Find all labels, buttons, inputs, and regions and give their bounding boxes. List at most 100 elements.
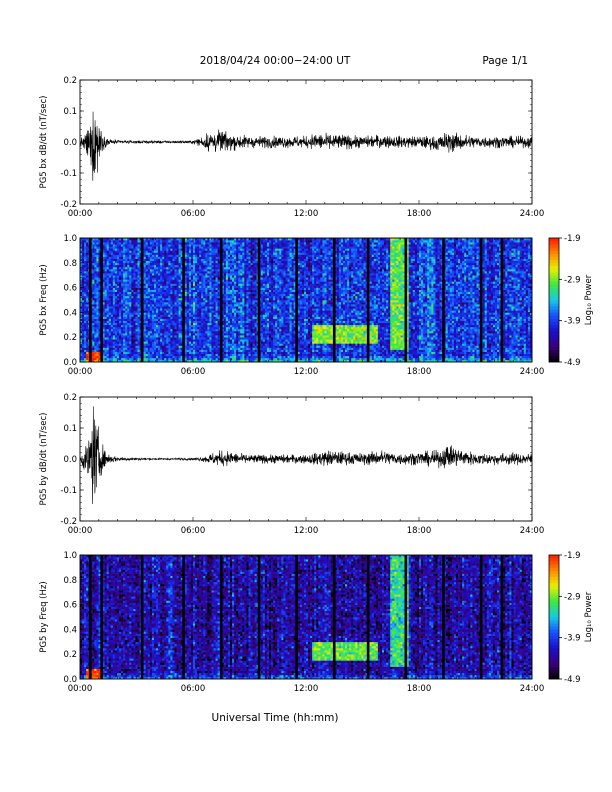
heatmap-cell — [129, 339, 131, 341]
heatmap-cell — [152, 350, 154, 352]
heatmap-cell — [135, 337, 137, 339]
heatmap-cell — [226, 248, 228, 250]
heatmap-cell — [150, 267, 152, 269]
heatmap-cell — [232, 321, 234, 323]
heatmap-cell — [84, 290, 86, 292]
heatmap-cell — [170, 244, 172, 246]
heatmap-cell — [193, 265, 195, 267]
heatmap-cell — [199, 331, 201, 333]
heatmap-cell — [92, 242, 94, 244]
heatmap-cell — [195, 265, 197, 267]
heatmap-cell — [199, 267, 201, 269]
heatmap-cell — [92, 283, 94, 285]
heatmap-cell — [168, 240, 170, 242]
heatmap-cell — [115, 304, 117, 306]
heatmap-cell — [96, 317, 98, 319]
heatmap-cell — [193, 308, 195, 310]
heatmap-cell — [94, 308, 96, 310]
heatmap-cell — [164, 331, 166, 333]
heatmap-cell — [127, 304, 129, 306]
heatmap-cell — [236, 317, 238, 319]
heatmap-cell — [152, 348, 154, 350]
heatmap-cell — [240, 296, 242, 298]
heatmap-cell — [211, 242, 213, 244]
heatmap-cell — [105, 269, 107, 271]
heatmap-cell — [232, 348, 234, 350]
heatmap-cell — [107, 246, 109, 248]
heatmap-cell — [162, 331, 164, 333]
heatmap-cell — [209, 356, 211, 358]
heatmap-cell — [242, 255, 244, 257]
heatmap-cell — [111, 255, 113, 257]
heatmap-cell — [117, 343, 119, 345]
heatmap-cell — [92, 352, 94, 354]
heatmap-cell — [191, 248, 193, 250]
heatmap-cell — [94, 323, 96, 325]
heatmap-cell — [111, 352, 113, 354]
heatmap-cell — [218, 358, 220, 360]
heatmap-cell — [185, 259, 187, 261]
heatmap-cell — [129, 292, 131, 294]
heatmap-cell — [138, 308, 140, 310]
heatmap-cell — [170, 300, 172, 302]
heatmap-cell — [105, 248, 107, 250]
heatmap-cell — [185, 308, 187, 310]
heatmap-cell — [133, 246, 135, 248]
heatmap-cell — [109, 341, 111, 343]
heatmap-cell — [166, 242, 168, 244]
heatmap-cell — [244, 267, 246, 269]
heatmap-cell — [166, 319, 168, 321]
heatmap-cell — [238, 339, 240, 341]
heatmap-cell — [84, 352, 86, 354]
heatmap-cell — [150, 250, 152, 252]
heatmap-cell — [109, 265, 111, 267]
heatmap-cell — [144, 339, 146, 341]
heatmap-cell — [238, 354, 240, 356]
heatmap-cell — [109, 321, 111, 323]
heatmap-cell — [228, 335, 230, 337]
heatmap-cell — [84, 259, 86, 261]
heatmap-cell — [162, 339, 164, 341]
heatmap-cell — [152, 308, 154, 310]
heatmap-cell — [166, 323, 168, 325]
heatmap-cell — [207, 294, 209, 296]
heatmap-cell — [86, 350, 88, 352]
heatmap-cell — [193, 354, 195, 356]
heatmap-cell — [84, 331, 86, 333]
heatmap-cell — [189, 242, 191, 244]
heatmap-cell — [129, 314, 131, 316]
heatmap-cell — [211, 275, 213, 277]
heatmap-cell — [234, 252, 236, 254]
heatmap-cell — [211, 244, 213, 246]
heatmap-cell — [96, 329, 98, 331]
heatmap-cell — [179, 286, 181, 288]
heatmap-cell — [115, 308, 117, 310]
heatmap-cell — [121, 292, 123, 294]
heatmap-cell — [244, 321, 246, 323]
heatmap-cell — [166, 255, 168, 257]
heatmap-cell — [152, 267, 154, 269]
heatmap-cell — [191, 323, 193, 325]
heatmap-cell — [86, 283, 88, 285]
heatmap-cell — [234, 300, 236, 302]
heatmap-cell — [129, 331, 131, 333]
heatmap-cell — [150, 329, 152, 331]
heatmap-cell — [96, 352, 98, 354]
heatmap-cell — [226, 277, 228, 279]
heatmap-cell — [107, 327, 109, 329]
heatmap-cell — [197, 273, 199, 275]
heatmap-cell — [158, 255, 160, 257]
heatmap-cell — [179, 325, 181, 327]
heatmap-cell — [226, 327, 228, 329]
heatmap-cell — [193, 288, 195, 290]
heatmap-cell — [187, 283, 189, 285]
heatmap-cell — [156, 286, 158, 288]
heatmap-cell — [117, 325, 119, 327]
heatmap-cell — [150, 275, 152, 277]
heatmap-cell — [177, 354, 179, 356]
heatmap-cell — [189, 304, 191, 306]
heatmap-cell — [218, 312, 220, 314]
heatmap-cell — [226, 331, 228, 333]
heatmap-cell — [96, 335, 98, 337]
heatmap-cell — [125, 300, 127, 302]
